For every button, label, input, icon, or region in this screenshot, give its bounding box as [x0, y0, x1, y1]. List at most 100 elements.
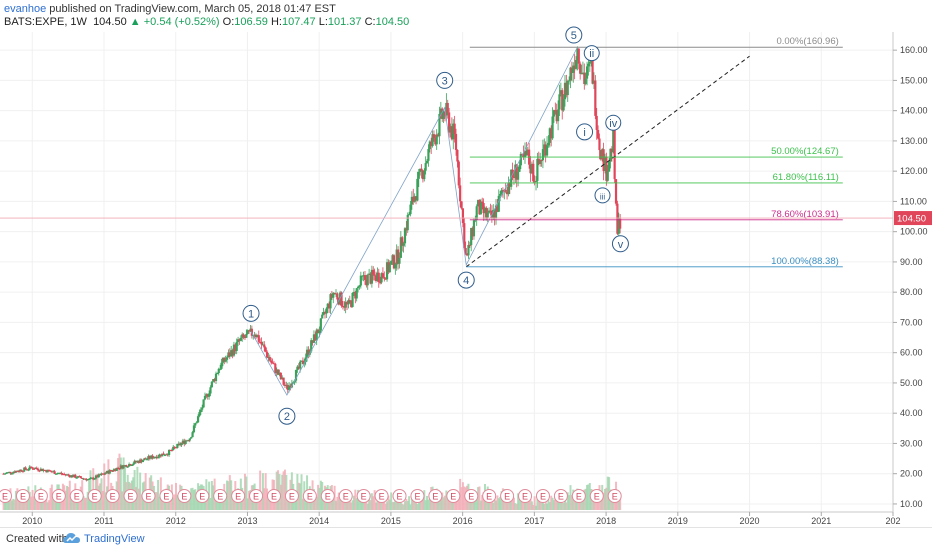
- earnings-label: E: [414, 492, 420, 502]
- time-tick-label: 2012: [166, 516, 186, 526]
- volume-bar: [390, 492, 393, 510]
- volume-bar: [28, 491, 31, 510]
- candle-body: [470, 227, 473, 246]
- candle-body: [79, 476, 82, 478]
- earnings-label: E: [432, 492, 438, 502]
- candle-body: [610, 148, 613, 153]
- tradingview-brand[interactable]: TradingView: [84, 533, 145, 545]
- candle-body: [512, 177, 516, 179]
- candle-body: [235, 342, 238, 351]
- candle-body: [427, 149, 430, 161]
- candle-body: [614, 179, 618, 204]
- wave-label: iv: [609, 118, 617, 130]
- candle-body: [17, 471, 20, 473]
- volume-bar: [177, 497, 180, 510]
- candle-body: [595, 115, 598, 130]
- candle-body: [452, 123, 455, 140]
- candle-body: [539, 159, 542, 165]
- candle-body: [76, 476, 80, 478]
- volume-bar: [424, 500, 427, 510]
- volume-bar: [613, 497, 616, 510]
- candle-body: [224, 359, 227, 362]
- candle-body: [243, 337, 247, 339]
- volume-bar: [463, 486, 466, 510]
- candle-body: [126, 466, 129, 468]
- price-tick-label: 40.00: [900, 408, 923, 418]
- close-value: 104.50: [375, 16, 410, 28]
- candle-body: [585, 66, 589, 79]
- volume-bar: [52, 495, 55, 510]
- candle-body: [299, 361, 302, 369]
- candle-body: [461, 208, 465, 224]
- volume-bar: [41, 502, 44, 510]
- candle-body: [598, 138, 601, 151]
- candle-body: [34, 467, 37, 469]
- wave-label: iii: [600, 192, 606, 201]
- volume-bar: [398, 503, 401, 510]
- earnings-circle: [518, 489, 533, 503]
- symbol-label[interactable]: BATS:EXPE, 1W: [4, 16, 87, 28]
- wave-label: 5: [571, 30, 577, 42]
- author-link[interactable]: evanhoe: [4, 3, 47, 15]
- candle-body: [563, 82, 567, 100]
- candle-body: [81, 477, 84, 479]
- candle-body: [372, 269, 375, 275]
- candle-body: [196, 416, 200, 423]
- volume-bar: [610, 495, 613, 510]
- open-value: 106.59: [234, 16, 268, 28]
- volume-bar: [83, 497, 86, 510]
- earnings-label: E: [181, 492, 187, 502]
- candle-body: [30, 466, 33, 468]
- time-axis[interactable]: 2010 2011 2012 2013 2014 2015 2016 2017 2018 2019…: [0, 511, 901, 526]
- candle-body: [134, 460, 138, 463]
- close-label: C:: [364, 16, 376, 28]
- candle-body: [43, 469, 47, 471]
- candle-body: [150, 455, 153, 459]
- price-axis[interactable]: 160.00 150.00 140.00 130.00 120.00 110.00 100.…: [892, 32, 932, 512]
- candle-body: [460, 201, 463, 209]
- candle-body: [206, 394, 209, 397]
- candle-body: [350, 300, 353, 307]
- candle-body: [301, 360, 305, 365]
- volume-bar: [70, 497, 73, 510]
- candle-body: [194, 423, 197, 426]
- volume-bar: [437, 495, 440, 510]
- candle-body: [459, 185, 462, 202]
- last-price-tag-text: 104.50: [897, 214, 926, 225]
- candle-body: [13, 471, 16, 473]
- candle-body: [267, 356, 270, 358]
- earnings-label: E: [450, 492, 456, 502]
- volume-bar: [518, 499, 521, 510]
- candle-body: [260, 342, 263, 345]
- volume-bar: [617, 495, 620, 510]
- candle-body: [580, 73, 583, 75]
- volume-bar: [541, 500, 544, 510]
- volume-bar: [190, 488, 193, 510]
- candle-body: [201, 407, 204, 410]
- candle-body: [348, 300, 351, 302]
- candle-body: [249, 328, 252, 332]
- wave-circle: [278, 407, 296, 425]
- volume-bar: [526, 495, 529, 510]
- candle-body: [23, 467, 26, 472]
- candle-body: [347, 300, 350, 305]
- candle-body: [439, 108, 442, 114]
- volume-bar: [85, 497, 88, 510]
- candle-body: [48, 469, 51, 471]
- candle-body: [118, 468, 121, 470]
- earnings-label: E: [289, 492, 295, 502]
- candle-body: [496, 205, 499, 212]
- candle-body: [41, 468, 44, 472]
- candle-body: [592, 80, 596, 84]
- time-tick-label: 2019: [668, 516, 688, 526]
- volume-bar: [195, 498, 198, 510]
- volume-bar: [245, 476, 248, 510]
- wave-circle: [594, 187, 611, 204]
- candle-body: [279, 372, 282, 380]
- candle-body: [569, 67, 572, 81]
- candle-body: [203, 395, 207, 400]
- candle-body: [282, 377, 285, 385]
- volume-bar: [481, 495, 484, 510]
- volume-bar: [530, 501, 533, 510]
